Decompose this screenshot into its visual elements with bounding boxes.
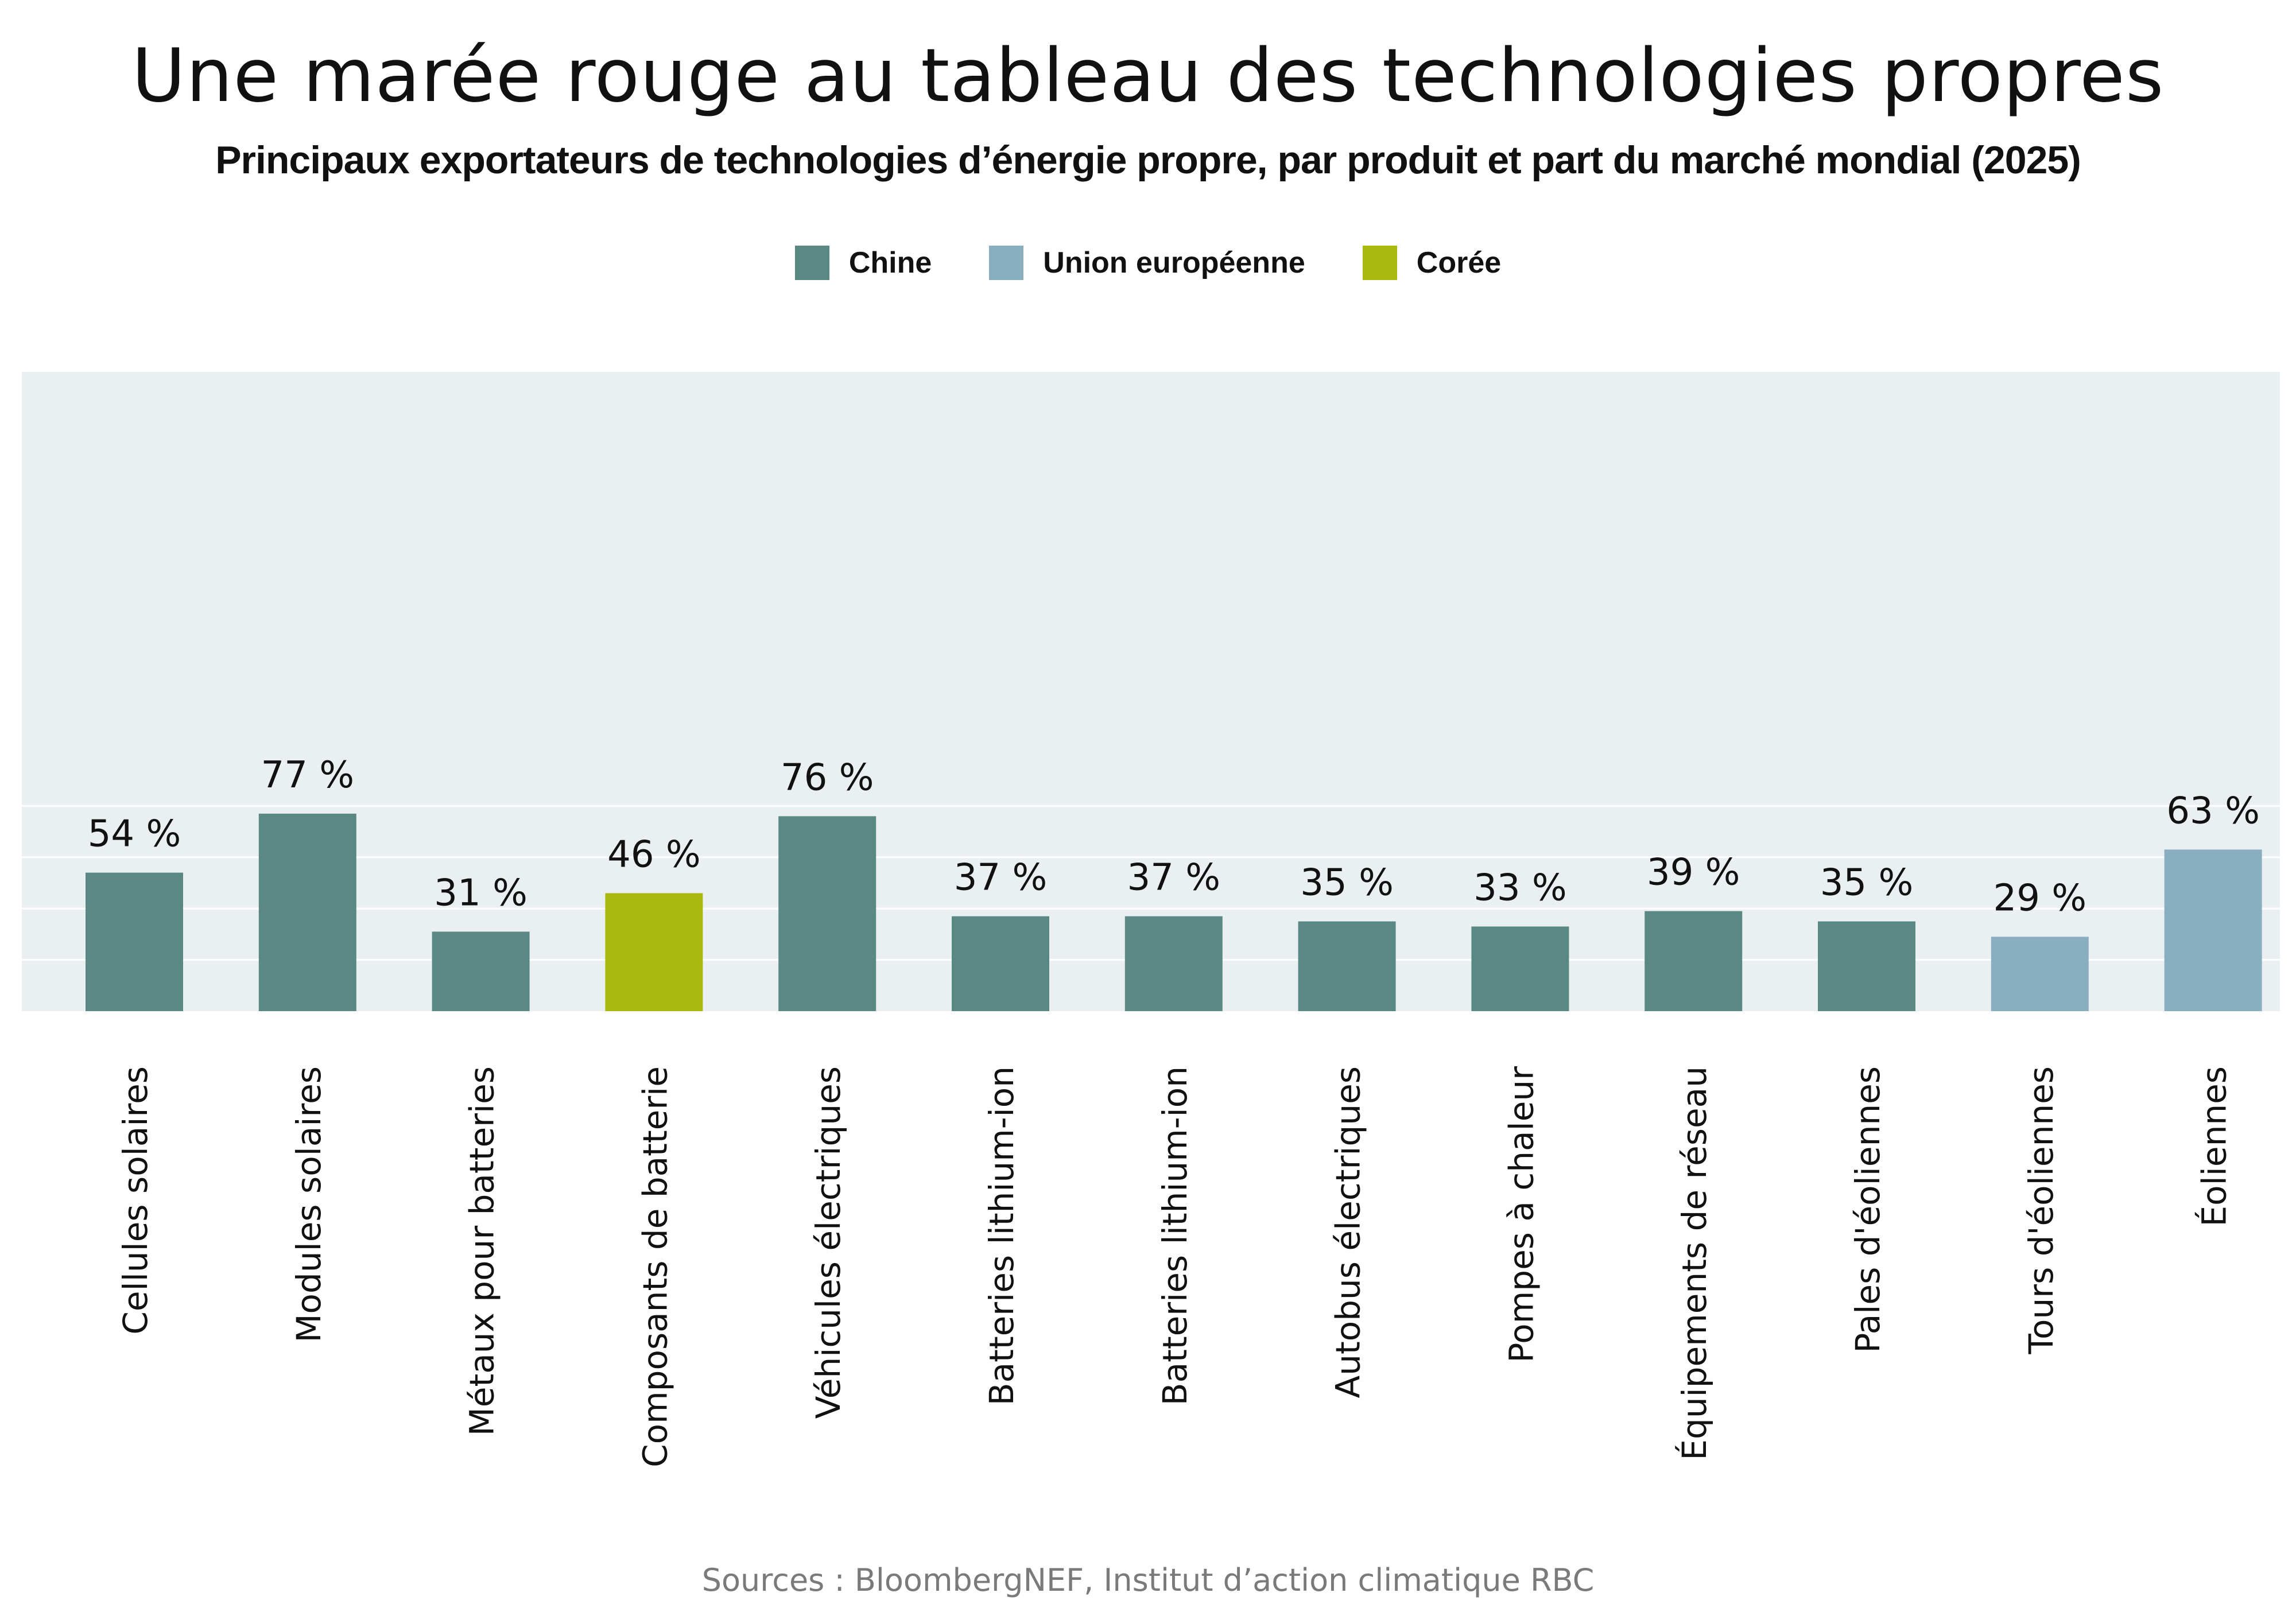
bar (1991, 937, 2089, 1011)
legend-swatch-union-europeenne (989, 246, 1024, 280)
data-label: 77 % (261, 754, 355, 797)
plot-background (22, 372, 2280, 1011)
bar (605, 893, 703, 1011)
bar (86, 872, 183, 1011)
bar (1471, 926, 1569, 1011)
data-label: 37 % (1127, 857, 1221, 899)
source-note: Sources : BloombergNEF, Institut d’actio… (701, 1562, 1595, 1598)
x-tick-label: Batteries lithium-ion (982, 1066, 1021, 1405)
x-tick-label: Pompes à chaleur (1502, 1066, 1541, 1363)
legend-label-union-europeenne: Union européenne (1043, 246, 1305, 279)
data-label: 33 % (1473, 867, 1567, 909)
x-tick-label: Éoliennes (2194, 1066, 2234, 1226)
x-tick-label: Cellules solaires (116, 1066, 155, 1335)
x-tick-label: Batteries lithium-ion (1155, 1066, 1194, 1405)
data-label: 63 % (2166, 790, 2260, 832)
legend-item-union-europeenne: Union européenne (989, 246, 1305, 280)
x-tick-label: Tours d'éoliennes (2022, 1066, 2061, 1355)
x-tick-label: Modules solaires (289, 1066, 328, 1343)
data-label: 54 % (88, 813, 181, 856)
bar (952, 916, 1049, 1011)
bar (1645, 911, 1743, 1011)
data-label: 31 % (434, 872, 528, 914)
x-tick-label: Autobus électriques (1329, 1066, 1368, 1398)
data-label: 35 % (1820, 862, 1914, 904)
legend-swatch-coree (1362, 246, 1397, 280)
data-label: 37 % (954, 857, 1048, 899)
x-tick-label: Métaux pour batteries (463, 1066, 502, 1436)
x-tick-label: Équipements de réseau (1674, 1066, 1714, 1460)
legend-item-coree: Corée (1362, 246, 1502, 280)
legend: Chine Union européenne Corée (0, 246, 2296, 280)
legend-label-coree: Corée (1416, 246, 1502, 279)
data-label: 46 % (607, 833, 701, 876)
bar (432, 931, 530, 1011)
bar (2164, 849, 2262, 1011)
bar (1298, 921, 1396, 1011)
legend-item-chine: Chine (794, 246, 932, 280)
data-label: 35 % (1300, 862, 1394, 904)
chart-title: Une marée rouge au tableau des technolog… (131, 33, 2165, 119)
bar (258, 813, 356, 1011)
legend-swatch-chine (794, 246, 829, 280)
bar (778, 816, 876, 1011)
x-tick-label: Véhicules électriques (809, 1066, 848, 1419)
legend-label-chine: Chine (848, 246, 932, 279)
bar (1818, 921, 1915, 1011)
chart-subtitle: Principaux exportateurs de technologies … (215, 138, 2081, 182)
data-label: 39 % (1647, 852, 1740, 894)
bar (1124, 916, 1223, 1011)
data-label: 29 % (1994, 877, 2087, 919)
x-tick-label: Composants de batterie (635, 1066, 674, 1467)
data-label: 76 % (781, 756, 874, 799)
x-tick-label: Pales d'éoliennes (1848, 1066, 1887, 1353)
